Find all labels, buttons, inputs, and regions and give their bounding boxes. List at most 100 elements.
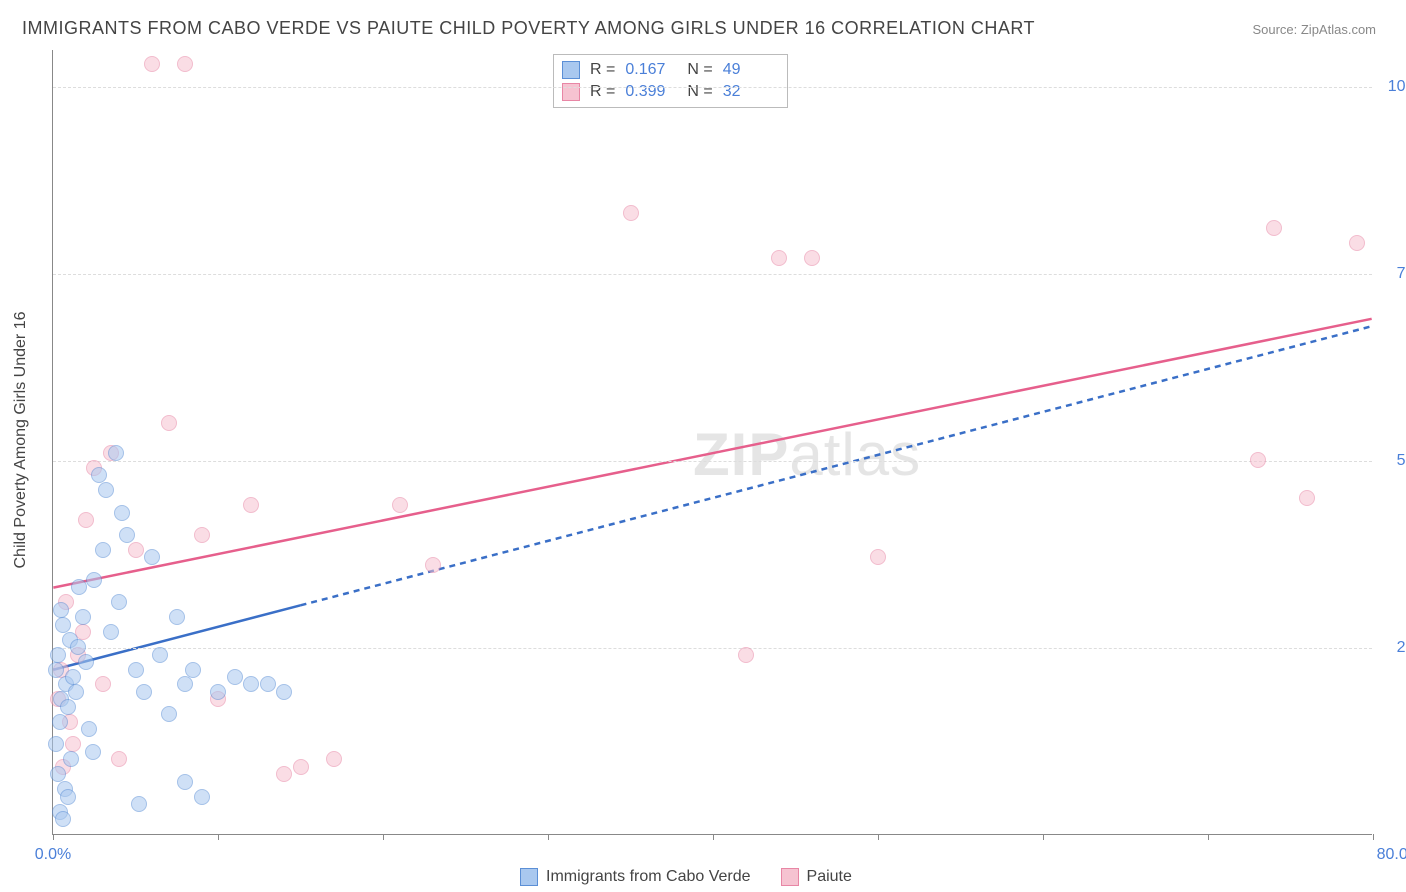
gridline: [53, 87, 1372, 88]
data-point-paiute: [144, 56, 160, 72]
data-point-paiute: [111, 751, 127, 767]
data-point-cabo: [78, 654, 94, 670]
x-tick-mark: [1043, 834, 1044, 840]
data-point-cabo: [119, 527, 135, 543]
data-point-cabo: [48, 662, 64, 678]
x-tick-label: 80.0%: [1377, 846, 1406, 864]
x-tick-mark: [383, 834, 384, 840]
data-point-cabo: [161, 706, 177, 722]
y-tick-label: 75.0%: [1382, 265, 1406, 283]
data-point-cabo: [70, 639, 86, 655]
data-point-cabo: [136, 684, 152, 700]
data-point-paiute: [738, 647, 754, 663]
data-point-cabo: [53, 602, 69, 618]
data-point-cabo: [98, 482, 114, 498]
data-point-paiute: [1299, 490, 1315, 506]
trend-lines: [53, 50, 1372, 834]
data-point-cabo: [144, 549, 160, 565]
data-point-cabo: [128, 662, 144, 678]
data-point-paiute: [65, 736, 81, 752]
data-point-cabo: [185, 662, 201, 678]
data-point-paiute: [276, 766, 292, 782]
data-point-cabo: [169, 609, 185, 625]
x-tick-mark: [713, 834, 714, 840]
data-point-cabo: [276, 684, 292, 700]
data-point-paiute: [194, 527, 210, 543]
data-point-cabo: [52, 714, 68, 730]
data-point-cabo: [71, 579, 87, 595]
data-point-paiute: [1349, 235, 1365, 251]
data-point-paiute: [870, 549, 886, 565]
trend-line-cabo-dashed: [301, 326, 1372, 605]
data-point-cabo: [50, 766, 66, 782]
data-point-cabo: [85, 744, 101, 760]
x-tick-mark: [1208, 834, 1209, 840]
data-point-cabo: [55, 617, 71, 633]
bottom-legend: Immigrants from Cabo Verde Paiute: [520, 868, 852, 886]
data-point-paiute: [804, 250, 820, 266]
data-point-cabo: [60, 789, 76, 805]
data-point-paiute: [243, 497, 259, 513]
data-point-cabo: [152, 647, 168, 663]
data-point-paiute: [161, 415, 177, 431]
data-point-paiute: [78, 512, 94, 528]
data-point-cabo: [48, 736, 64, 752]
data-point-cabo: [65, 669, 81, 685]
source-label: Source: ZipAtlas.com: [1252, 22, 1376, 37]
legend-item-cabo: Immigrants from Cabo Verde: [520, 868, 751, 886]
trend-line-paiute: [53, 319, 1371, 588]
data-point-cabo: [108, 445, 124, 461]
data-point-cabo: [243, 676, 259, 692]
data-point-paiute: [623, 205, 639, 221]
y-tick-label: 100.0%: [1382, 78, 1406, 96]
data-point-cabo: [111, 594, 127, 610]
data-point-cabo: [103, 624, 119, 640]
data-point-cabo: [95, 542, 111, 558]
data-point-paiute: [177, 56, 193, 72]
data-point-cabo: [50, 647, 66, 663]
data-point-cabo: [60, 699, 76, 715]
gridline: [53, 274, 1372, 275]
data-point-paiute: [1250, 452, 1266, 468]
x-tick-mark: [548, 834, 549, 840]
x-tick-mark: [1373, 834, 1374, 840]
data-point-cabo: [81, 721, 97, 737]
x-tick-mark: [53, 834, 54, 840]
y-tick-label: 50.0%: [1382, 452, 1406, 470]
data-point-cabo: [75, 609, 91, 625]
data-point-cabo: [68, 684, 84, 700]
x-tick-label: 0.0%: [35, 846, 71, 864]
chart-plot-area: R = 0.167 N = 49 R = 0.399 N = 32 ZIPatl…: [52, 50, 1372, 835]
x-tick-mark: [218, 834, 219, 840]
y-tick-label: 25.0%: [1382, 639, 1406, 657]
data-point-paiute: [293, 759, 309, 775]
x-tick-mark: [878, 834, 879, 840]
data-point-cabo: [63, 751, 79, 767]
swatch-paiute-icon: [781, 868, 799, 886]
data-point-cabo: [194, 789, 210, 805]
chart-title: IMMIGRANTS FROM CABO VERDE VS PAIUTE CHI…: [22, 18, 1035, 39]
data-point-cabo: [210, 684, 226, 700]
gridline: [53, 461, 1372, 462]
legend-label-cabo: Immigrants from Cabo Verde: [546, 868, 751, 886]
y-axis-label: Child Poverty Among Girls Under 16: [12, 312, 30, 569]
data-point-paiute: [95, 676, 111, 692]
data-point-cabo: [114, 505, 130, 521]
data-point-paiute: [128, 542, 144, 558]
data-point-cabo: [260, 676, 276, 692]
data-point-paiute: [771, 250, 787, 266]
data-point-paiute: [425, 557, 441, 573]
data-point-paiute: [1266, 220, 1282, 236]
data-point-cabo: [227, 669, 243, 685]
legend-item-paiute: Paiute: [781, 868, 852, 886]
data-point-cabo: [86, 572, 102, 588]
data-point-cabo: [177, 774, 193, 790]
data-point-paiute: [392, 497, 408, 513]
swatch-cabo-icon: [520, 868, 538, 886]
data-point-paiute: [326, 751, 342, 767]
legend-label-paiute: Paiute: [807, 868, 852, 886]
data-point-cabo: [177, 676, 193, 692]
data-point-cabo: [131, 796, 147, 812]
data-point-cabo: [55, 811, 71, 827]
gridline: [53, 648, 1372, 649]
